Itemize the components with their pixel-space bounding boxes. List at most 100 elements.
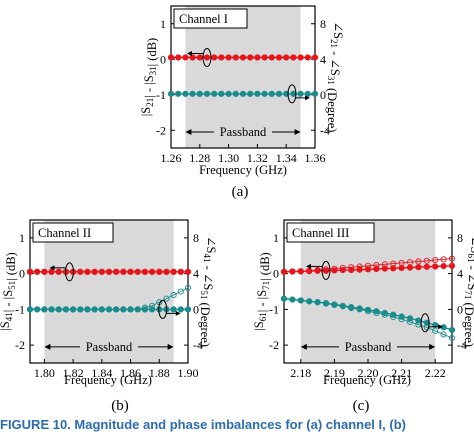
data-point — [167, 54, 175, 61]
data-point — [189, 54, 196, 61]
data-point — [406, 264, 414, 271]
passband-arrow-head — [185, 129, 192, 136]
data-point — [105, 268, 113, 275]
y-left-tick-label: 1 — [273, 231, 279, 245]
passband-arrow-head — [44, 343, 51, 350]
data-point — [203, 54, 211, 61]
data-point — [247, 90, 254, 97]
data-point — [77, 268, 84, 275]
data-point — [364, 262, 372, 269]
passband-label: Passband — [345, 340, 392, 354]
data-point — [177, 306, 184, 313]
data-point — [448, 334, 456, 342]
x-tick-label: 1.36 — [305, 151, 326, 165]
x-axis-label: Frequency (GHz) — [64, 373, 152, 387]
axis-indicator-ellipse — [65, 262, 74, 282]
data-point — [356, 306, 363, 313]
data-point — [311, 54, 319, 61]
data-point — [84, 306, 91, 313]
panel-a: 1.26 1.28 1.30 1.32 1.34 1.36 -2 -1 0 1 -4 0 4 8 Frequ… — [139, 5, 345, 200]
x-tick-label: 1.86 — [120, 366, 141, 380]
data-point — [381, 261, 388, 268]
y-left-tick-label: 0 — [160, 52, 166, 66]
data-point — [113, 268, 120, 275]
y-right-tick-label: 8 — [457, 231, 463, 245]
data-point — [211, 54, 218, 61]
axis-indicator-arrowhead — [438, 324, 444, 330]
data-point — [127, 306, 134, 313]
x-tick-label: 1.34 — [276, 151, 297, 165]
y-right-tick-label: 4 — [320, 52, 326, 66]
data-point — [182, 90, 189, 97]
data-point — [167, 90, 175, 97]
data-point — [289, 296, 296, 303]
data-point — [239, 54, 247, 61]
axis-indicator-arrowhead — [187, 50, 192, 56]
data-point — [177, 268, 184, 275]
x-tick-label: 1.32 — [247, 151, 268, 165]
passband-label-bg — [339, 338, 397, 354]
data-point — [415, 258, 422, 265]
data-point — [225, 90, 232, 97]
data-point — [184, 268, 192, 275]
axis-indicator-ellipse — [202, 47, 212, 67]
y-left-tick-label: -1 — [15, 302, 25, 316]
y-right-tick-label: 0 — [193, 302, 199, 316]
panel-b: 1.80 1.82 1.84 1.86 1.88 1.90 -2 -1 0 1 -4 0 4 8 Frequ… — [0, 219, 218, 414]
data-point — [141, 268, 148, 275]
y-right-tick-label: 0 — [320, 88, 326, 102]
data-point — [398, 316, 405, 323]
data-point — [432, 327, 439, 334]
y-left-axis-label: |S41| - |S51| (dB) — [0, 252, 18, 330]
data-point — [275, 54, 283, 61]
y-left-tick-label: 0 — [273, 267, 279, 281]
data-point — [62, 306, 69, 313]
data-point — [390, 265, 397, 272]
passband-label-bg — [80, 338, 138, 354]
data-point — [406, 259, 414, 266]
y-left-axis-label: |S21| - |S31| (dB) — [139, 38, 159, 116]
data-point — [141, 304, 148, 311]
x-tick-label: 1.80 — [34, 366, 55, 380]
data-point — [432, 256, 439, 264]
data-point — [163, 268, 170, 275]
data-point — [356, 263, 363, 270]
data-point — [423, 263, 430, 270]
data-point — [113, 306, 120, 313]
data-point — [134, 268, 141, 275]
panel-c: 2.18 2.19 2.20 2.21 2.22 -2 -1 0 1 -4 0 4 8 Frequency… — [252, 219, 474, 414]
plot-frame — [170, 5, 316, 149]
y-left-tick-label: 0 — [19, 267, 25, 281]
channel-label-box — [286, 222, 375, 243]
data-point — [339, 266, 346, 274]
x-tick-label: 1.28 — [189, 151, 210, 165]
data-point — [311, 90, 319, 97]
panel-caption: (b) — [111, 398, 129, 414]
data-point — [170, 292, 177, 299]
y-right-tick-label: 0 — [457, 302, 463, 316]
channel-label: Channel I — [179, 12, 228, 26]
axis-indicator-arrowhead — [175, 310, 181, 316]
channel-label-box — [173, 8, 248, 29]
channel-label: Channel III — [292, 226, 349, 240]
data-point — [177, 288, 184, 295]
data-point — [55, 268, 62, 275]
data-point — [322, 300, 330, 307]
data-point — [149, 268, 156, 275]
y-right-tick-label: -4 — [193, 338, 203, 352]
data-point — [297, 297, 304, 304]
data-point — [196, 90, 203, 97]
data-point — [390, 260, 397, 267]
data-point — [297, 54, 304, 61]
data-point — [314, 299, 321, 306]
x-tick-label: 2.19 — [324, 366, 345, 380]
data-point — [163, 295, 170, 302]
data-point — [406, 318, 414, 325]
y-left-axis-label: |S61| - |S71| (dB) — [252, 252, 272, 330]
y-left-tick-label: 1 — [160, 17, 166, 31]
data-point — [91, 306, 98, 313]
data-point — [314, 266, 321, 274]
data-point — [448, 326, 456, 334]
data-point — [373, 309, 380, 317]
data-point — [232, 90, 239, 97]
